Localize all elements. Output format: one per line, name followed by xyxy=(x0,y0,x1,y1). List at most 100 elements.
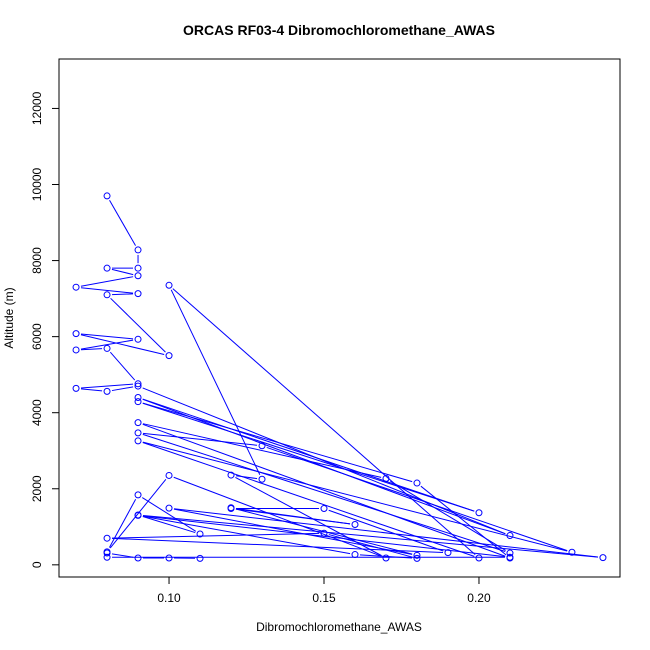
data-point xyxy=(568,548,576,556)
series-segment xyxy=(80,383,134,389)
series-segment xyxy=(108,499,137,548)
series-segment xyxy=(390,480,506,551)
series-segment xyxy=(173,476,382,557)
data-point xyxy=(506,553,514,561)
y-tick-label: 4000 xyxy=(30,399,44,426)
series-segment xyxy=(142,398,506,535)
data-point xyxy=(134,429,142,437)
data-point xyxy=(506,532,514,540)
data-point xyxy=(134,491,142,499)
data-point xyxy=(413,479,421,487)
data-point xyxy=(103,192,111,200)
data-point xyxy=(134,419,142,427)
series-segment xyxy=(235,475,258,480)
series-segment xyxy=(81,348,103,351)
data-point xyxy=(227,505,235,513)
data-point xyxy=(72,346,80,354)
series-segment xyxy=(110,297,166,353)
series-segment xyxy=(235,508,413,555)
data-point xyxy=(134,272,142,280)
data-point xyxy=(103,534,111,542)
series-segment xyxy=(142,514,599,558)
series-segment xyxy=(142,423,382,478)
data-point xyxy=(72,283,80,291)
data-point xyxy=(165,281,173,289)
data-point xyxy=(134,246,142,254)
data-point xyxy=(165,471,173,479)
data-point xyxy=(134,380,142,388)
data-point xyxy=(103,553,111,561)
series-segment xyxy=(420,485,507,556)
data-point xyxy=(258,442,266,450)
series-segment xyxy=(170,289,261,475)
data-point xyxy=(134,290,142,298)
data-point xyxy=(599,554,607,562)
data-point xyxy=(475,554,483,562)
data-point xyxy=(258,475,266,483)
data-point xyxy=(72,330,80,338)
y-tick-label: 0 xyxy=(30,561,44,568)
x-axis-label: Dibromochloromethane_AWAS xyxy=(256,620,422,634)
data-point xyxy=(134,398,142,406)
series-segment xyxy=(109,351,136,381)
y-tick-label: 10000 xyxy=(30,167,44,201)
series-segment xyxy=(80,287,134,294)
series-segment xyxy=(80,333,134,340)
series-segment xyxy=(80,339,134,350)
data-point xyxy=(227,471,235,479)
data-point xyxy=(103,264,111,272)
y-tick-label: 12000 xyxy=(30,91,44,125)
series-segment xyxy=(111,386,134,392)
series-segment xyxy=(235,508,351,525)
data-point xyxy=(134,511,142,519)
data-point xyxy=(506,549,514,557)
data-point xyxy=(134,382,142,390)
series-segment xyxy=(142,432,258,446)
series-segment xyxy=(80,388,103,392)
series-segment xyxy=(111,553,134,558)
series-segment xyxy=(109,200,136,246)
data-point xyxy=(351,521,359,529)
data-point xyxy=(103,344,111,352)
series-segment xyxy=(328,509,444,552)
data-point xyxy=(134,393,142,401)
data-point xyxy=(134,554,142,562)
data-point xyxy=(320,529,328,537)
data-point xyxy=(444,549,452,557)
series-segment xyxy=(142,402,475,512)
data-point xyxy=(103,387,111,395)
series-segment xyxy=(111,268,134,276)
series-segment xyxy=(142,441,568,552)
series-segment xyxy=(142,441,475,557)
data-point xyxy=(382,554,390,562)
series-segment xyxy=(266,446,568,552)
data-point xyxy=(134,335,142,343)
y-axis-label: Altitude (m) xyxy=(2,287,16,348)
y-tick-label: 6000 xyxy=(30,323,44,350)
data-point xyxy=(351,551,359,559)
series-segment xyxy=(80,276,134,287)
data-point xyxy=(475,509,483,517)
x-axis: 0.10 0.15 0.20 xyxy=(157,576,491,605)
series-segment xyxy=(142,515,351,555)
series-segment xyxy=(142,423,506,557)
x-tick-label: 0.10 xyxy=(157,591,181,605)
data-point xyxy=(196,530,204,538)
data-point xyxy=(413,551,421,559)
series-segment xyxy=(112,293,134,296)
y-tick-label: 8000 xyxy=(30,247,44,274)
data-point xyxy=(165,554,173,562)
series-segment xyxy=(142,402,413,483)
series-segment xyxy=(142,515,196,534)
x-tick-label: 0.15 xyxy=(312,591,336,605)
data-point xyxy=(134,437,142,445)
series-segment xyxy=(109,479,167,549)
data-point xyxy=(134,264,142,272)
data-point xyxy=(103,291,111,299)
series-points xyxy=(72,192,607,562)
data-point xyxy=(165,352,173,360)
y-axis: 0 2000 4000 6000 8000 10000 12000 xyxy=(30,91,60,568)
series-segment xyxy=(173,508,599,558)
data-point xyxy=(196,554,204,562)
